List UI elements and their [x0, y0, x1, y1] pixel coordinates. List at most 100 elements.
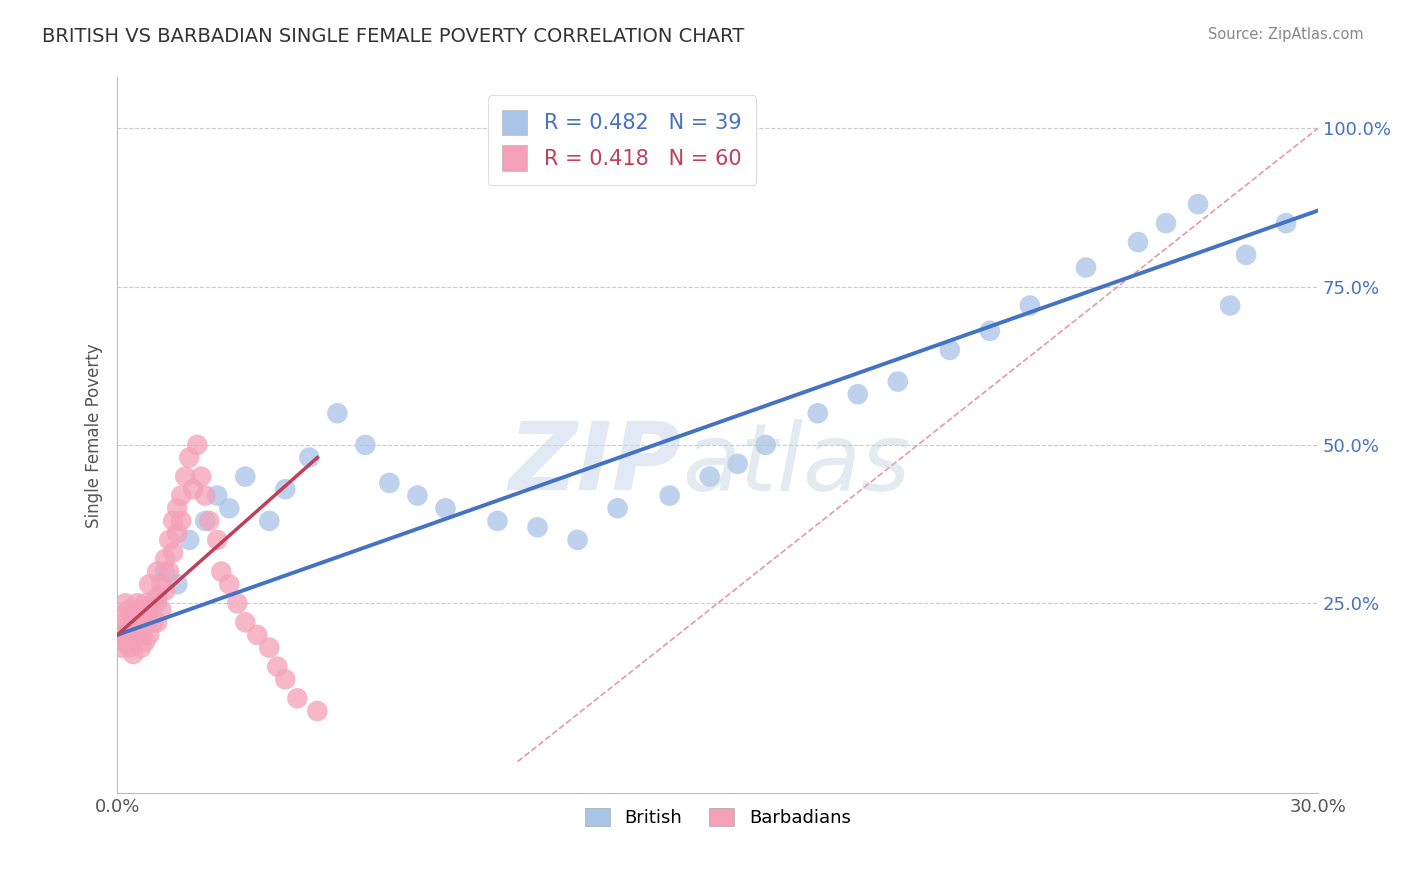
- Point: [114, 615, 136, 630]
- Point: [162, 514, 184, 528]
- Point: [939, 343, 962, 357]
- Point: [606, 501, 628, 516]
- Point: [162, 546, 184, 560]
- Point: [166, 577, 188, 591]
- Point: [274, 482, 297, 496]
- Point: [146, 615, 169, 630]
- Point: [155, 565, 177, 579]
- Point: [129, 640, 152, 655]
- Point: [122, 634, 145, 648]
- Point: [207, 533, 229, 547]
- Point: [194, 514, 217, 528]
- Point: [190, 469, 212, 483]
- Text: BRITISH VS BARBADIAN SINGLE FEMALE POVERTY CORRELATION CHART: BRITISH VS BARBADIAN SINGLE FEMALE POVER…: [42, 27, 744, 45]
- Point: [142, 596, 165, 610]
- Point: [354, 438, 377, 452]
- Point: [259, 514, 281, 528]
- Point: [1074, 260, 1097, 275]
- Point: [166, 526, 188, 541]
- Point: [122, 609, 145, 624]
- Point: [259, 640, 281, 655]
- Point: [274, 673, 297, 687]
- Point: [127, 615, 149, 630]
- Point: [150, 602, 173, 616]
- Point: [166, 501, 188, 516]
- Point: [146, 565, 169, 579]
- Point: [486, 514, 509, 528]
- Point: [378, 475, 401, 490]
- Point: [138, 628, 160, 642]
- Point: [118, 628, 141, 642]
- Point: [406, 489, 429, 503]
- Point: [233, 469, 256, 483]
- Point: [110, 609, 132, 624]
- Point: [118, 602, 141, 616]
- Point: [246, 628, 269, 642]
- Point: [170, 514, 193, 528]
- Point: [307, 704, 329, 718]
- Point: [1187, 197, 1209, 211]
- Point: [218, 501, 240, 516]
- Point: [157, 565, 180, 579]
- Point: [138, 609, 160, 624]
- Point: [146, 596, 169, 610]
- Point: [129, 628, 152, 642]
- Point: [174, 469, 197, 483]
- Point: [114, 628, 136, 642]
- Point: [118, 622, 141, 636]
- Point: [146, 590, 169, 604]
- Point: [134, 596, 156, 610]
- Point: [326, 406, 349, 420]
- Point: [807, 406, 830, 420]
- Point: [150, 577, 173, 591]
- Text: ZIP: ZIP: [509, 418, 682, 510]
- Point: [1126, 235, 1149, 249]
- Y-axis label: Single Female Poverty: Single Female Poverty: [86, 343, 103, 528]
- Point: [134, 615, 156, 630]
- Point: [110, 628, 132, 642]
- Legend: British, Barbadians: British, Barbadians: [578, 801, 858, 834]
- Point: [134, 634, 156, 648]
- Point: [1019, 299, 1042, 313]
- Point: [1234, 248, 1257, 262]
- Point: [979, 324, 1001, 338]
- Point: [298, 450, 321, 465]
- Point: [233, 615, 256, 630]
- Point: [755, 438, 778, 452]
- Point: [129, 602, 152, 616]
- Point: [1219, 299, 1241, 313]
- Point: [887, 375, 910, 389]
- Point: [155, 583, 177, 598]
- Point: [110, 640, 132, 655]
- Point: [181, 482, 204, 496]
- Point: [179, 450, 201, 465]
- Point: [209, 565, 232, 579]
- Point: [567, 533, 589, 547]
- Point: [179, 533, 201, 547]
- Point: [170, 489, 193, 503]
- Point: [207, 489, 229, 503]
- Point: [699, 469, 721, 483]
- Text: atlas: atlas: [682, 418, 910, 509]
- Point: [218, 577, 240, 591]
- Point: [114, 634, 136, 648]
- Point: [526, 520, 548, 534]
- Point: [114, 596, 136, 610]
- Point: [846, 387, 869, 401]
- Point: [118, 640, 141, 655]
- Point: [266, 659, 288, 673]
- Point: [142, 615, 165, 630]
- Point: [155, 552, 177, 566]
- Point: [1275, 216, 1298, 230]
- Point: [727, 457, 749, 471]
- Point: [127, 596, 149, 610]
- Point: [285, 691, 308, 706]
- Text: Source: ZipAtlas.com: Source: ZipAtlas.com: [1208, 27, 1364, 42]
- Point: [1154, 216, 1177, 230]
- Point: [127, 615, 149, 630]
- Point: [186, 438, 208, 452]
- Point: [658, 489, 681, 503]
- Point: [194, 489, 217, 503]
- Point: [198, 514, 221, 528]
- Point: [127, 628, 149, 642]
